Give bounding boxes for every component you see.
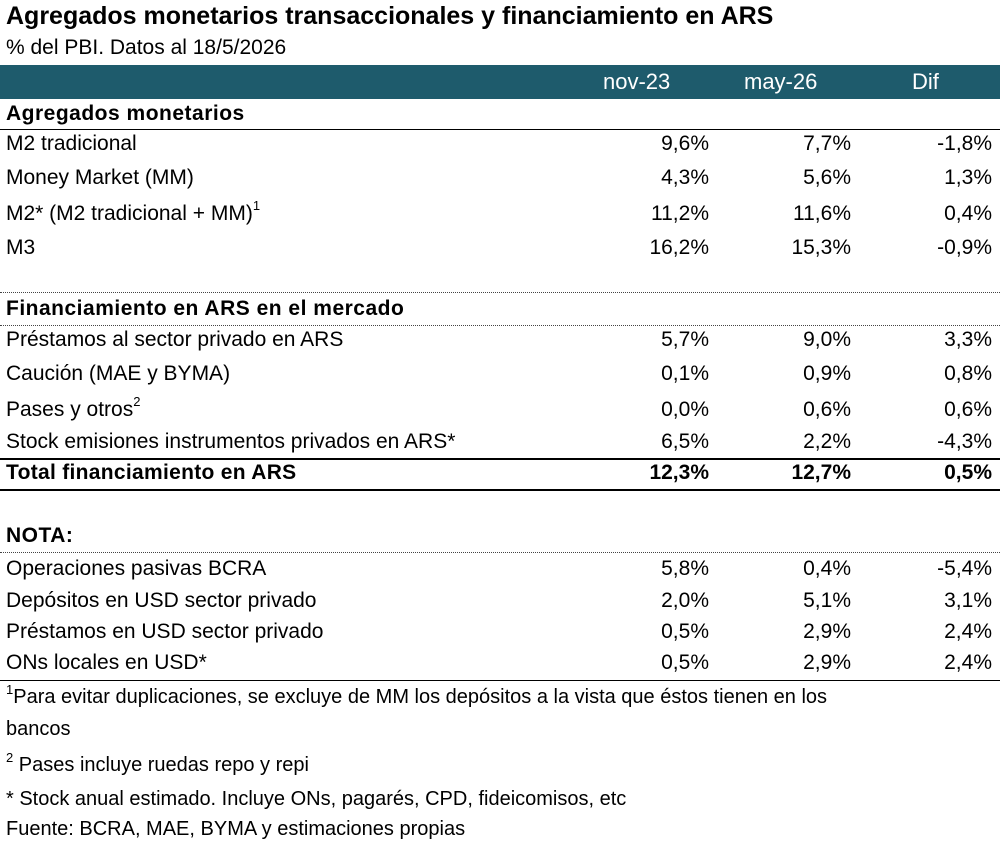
cell-nov-23: 11,2%: [651, 202, 709, 225]
cell-nov-23: 5,7%: [661, 328, 709, 351]
table-row: M3 16,2% 15,3% -0,9%: [0, 234, 1000, 266]
cell-dif: 0,5%: [944, 461, 992, 484]
divider: [0, 292, 1000, 293]
row-label: Stock emisiones instrumentos privados en…: [6, 430, 456, 453]
divider: [0, 129, 1000, 130]
divider: [0, 458, 1000, 460]
cell-may-26: 15,3%: [791, 236, 851, 259]
divider: [0, 489, 1000, 491]
cell-dif: 2,4%: [944, 620, 992, 643]
footnote-mark: 2: [6, 750, 14, 765]
footnote-1: 1Para evitar duplicaciones, se excluye d…: [6, 682, 828, 708]
cell-nov-23: 0,5%: [661, 651, 709, 674]
table-row: Depósitos en USD sector privado 2,0% 5,1…: [0, 587, 1000, 619]
source-note: Fuente: BCRA, MAE, BYMA y estimaciones p…: [6, 818, 466, 840]
row-label: Total financiamiento en ARS: [6, 461, 297, 484]
column-header-dif: Dif: [912, 69, 939, 94]
cell-dif: 0,8%: [944, 362, 992, 385]
cell-nov-23: 16,2%: [649, 236, 709, 259]
footnote-mark: 1: [6, 682, 14, 697]
table-row: Préstamos en USD sector privado 0,5% 2,9…: [0, 618, 1000, 650]
cell-may-26: 5,6%: [803, 166, 851, 189]
cell-may-26: 2,9%: [803, 620, 851, 643]
cell-nov-23: 0,1%: [661, 362, 709, 385]
cell-dif: -4,3%: [937, 430, 992, 453]
cell-may-26: 2,2%: [803, 430, 851, 453]
row-label: Préstamos en USD sector privado: [6, 620, 324, 643]
cell-dif: 3,3%: [944, 328, 992, 351]
row-label: Préstamos al sector privado en ARS: [6, 328, 344, 351]
cell-dif: 3,1%: [944, 589, 992, 612]
row-label: M2 tradicional: [6, 132, 137, 155]
cell-nov-23: 5,8%: [661, 557, 709, 580]
cell-nov-23: 0,0%: [661, 398, 709, 421]
section-title-financiamiento: Financiamiento en ARS en el mercado: [6, 297, 405, 320]
divider: [0, 325, 1000, 326]
table-row: Pases y otros2 0,0% 0,6% 0,6%: [0, 394, 1000, 428]
row-label: Caución (MAE y BYMA): [6, 362, 231, 385]
cell-nov-23: 9,6%: [661, 132, 709, 155]
row-label: Pases y otros2: [6, 394, 141, 421]
cell-may-26: 0,4%: [803, 557, 851, 580]
column-header-nov-23: nov-23: [603, 69, 671, 94]
footnote-2: 2 Pases incluye ruedas repo y repi: [6, 750, 309, 776]
cell-dif: 0,4%: [944, 202, 992, 225]
cell-nov-23: 2,0%: [661, 589, 709, 612]
cell-dif: -0,9%: [937, 236, 992, 259]
total-row: Total financiamiento en ARS 12,3% 12,7% …: [0, 459, 1000, 491]
cell-may-26: 11,6%: [793, 202, 851, 225]
cell-dif: 1,3%: [944, 166, 992, 189]
cell-nov-23: 6,5%: [661, 430, 709, 453]
cell-may-26: 7,7%: [803, 132, 851, 155]
column-header-bar: nov-23 may-26 Dif: [0, 65, 1000, 99]
table-row: Money Market (MM) 4,3% 5,6% 1,3%: [0, 164, 1000, 196]
row-label: ONs locales en USD*: [6, 651, 207, 674]
column-header-may-26: may-26: [744, 69, 818, 94]
table-row: Préstamos al sector privado en ARS 5,7% …: [0, 326, 1000, 358]
cell-may-26: 0,6%: [803, 398, 851, 421]
row-label: M3: [6, 236, 36, 259]
cell-may-26: 5,1%: [803, 589, 851, 612]
cell-may-26: 12,7%: [791, 461, 851, 484]
divider: [0, 680, 1000, 681]
cell-nov-23: 0,5%: [661, 620, 709, 643]
cell-may-26: 2,9%: [803, 651, 851, 674]
table-title: Agregados monetarios transaccionales y f…: [6, 2, 774, 30]
table-row: Stock emisiones instrumentos privados en…: [0, 428, 1000, 460]
row-label: Operaciones pasivas BCRA: [6, 557, 267, 580]
cell-may-26: 9,0%: [803, 328, 851, 351]
footnote-1-continued: bancos: [6, 718, 71, 740]
cell-dif: 0,6%: [944, 398, 992, 421]
section-title-agregados: Agregados monetarios: [6, 102, 245, 125]
table-row: Operaciones pasivas BCRA 5,8% 0,4% -5,4%: [0, 555, 1000, 587]
section-title-nota: NOTA:: [6, 524, 74, 547]
cell-dif: -5,4%: [937, 557, 992, 580]
divider: [0, 552, 1000, 553]
cell-dif: -1,8%: [937, 132, 992, 155]
footnote-mark: 1: [252, 198, 261, 213]
table-row: Caución (MAE y BYMA) 0,1% 0,9% 0,8%: [0, 360, 1000, 392]
footnote-3: * Stock anual estimado. Incluye ONs, pag…: [6, 788, 627, 810]
row-label: Money Market (MM): [6, 166, 194, 189]
cell-nov-23: 4,3%: [661, 166, 709, 189]
table-row: M2* (M2 tradicional + MM)1 11,2% 11,6% 0…: [0, 198, 1000, 232]
cell-may-26: 0,9%: [803, 362, 851, 385]
table-row: ONs locales en USD* 0,5% 2,9% 2,4%: [0, 649, 1000, 681]
table-row: M2 tradicional 9,6% 7,7% -1,8%: [0, 130, 1000, 162]
cell-dif: 2,4%: [944, 651, 992, 674]
table-subtitle: % del PBI. Datos al 18/5/2026: [6, 36, 287, 59]
footnote-mark: 2: [133, 394, 141, 409]
row-label: M2* (M2 tradicional + MM)1: [6, 198, 261, 225]
cell-nov-23: 12,3%: [649, 461, 709, 484]
row-label: Depósitos en USD sector privado: [6, 589, 317, 612]
